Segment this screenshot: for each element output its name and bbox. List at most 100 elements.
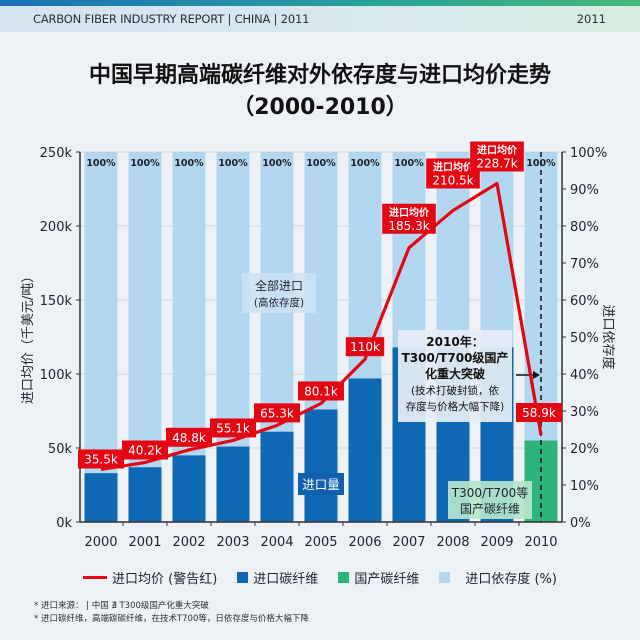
x-tick-label: 2003	[216, 535, 249, 550]
price-label: 55.1k	[216, 421, 250, 435]
dependency-label: 100%	[526, 158, 556, 169]
dependency-label: 100%	[394, 158, 424, 169]
legend-swatch-domestic	[338, 572, 350, 583]
legend-label: 进口均价 (警告红)	[112, 572, 218, 587]
report-header: CARBON FIBER INDUSTRY REPORT | CHINA | 2…	[0, 6, 640, 32]
right-tick-label: 0%	[570, 516, 591, 531]
breakthrough-text: T300/T700级国产	[402, 350, 509, 365]
domestic-label: T300/T700等	[451, 486, 529, 500]
price-label-box	[122, 440, 168, 460]
price-label: 48.8k	[172, 431, 206, 445]
import-volume-box	[298, 473, 344, 495]
right-tick-label: 30%	[570, 405, 599, 420]
price-label-box	[470, 141, 524, 172]
right-tick-label: 100%	[570, 146, 607, 161]
right-axis-title: 进口依存度	[600, 304, 616, 369]
dependency-label: 100%	[262, 158, 292, 169]
footnotes: * 进口来源： | 中国 ∄ T300级国产化重大突破 * 进口碳纤维，高端碳碳…	[34, 600, 309, 626]
left-tick-label: 200k	[40, 220, 73, 235]
report-year: 2011	[576, 12, 606, 26]
arrow-head-icon	[533, 371, 540, 379]
legend-label: 国产碳纤维	[354, 572, 420, 587]
price-label-box	[78, 449, 124, 469]
price-label: 40.2k	[128, 444, 162, 458]
x-tick-label: 2002	[172, 535, 205, 550]
legend-item-price: 进口均价 (警告红)	[83, 568, 217, 587]
report-label: CARBON FIBER INDUSTRY REPORT | CHINA | 2…	[33, 12, 310, 26]
price-label: 185.3k	[388, 219, 429, 233]
imported-bar	[128, 467, 162, 522]
right-tick-label: 60%	[570, 294, 599, 309]
legend-item-dependency: 进口依存度 (%)	[439, 568, 557, 587]
breakthrough-text: 2010年：	[426, 334, 483, 349]
price-label-prefix: 进口均价	[433, 160, 474, 173]
all-import-box	[242, 273, 316, 313]
legend: 进口均价 (警告红) 进口碳纤维 国产碳纤维 进口依存度 (%)	[0, 568, 640, 587]
chart-title-line1: 中国早期高端碳纤维对外依存度与进口均价走势	[88, 63, 551, 88]
left-axis-title: 进口均价（千美元/吨）	[21, 270, 36, 404]
x-tick-label: 2004	[260, 535, 293, 550]
right-tick-label: 70%	[570, 257, 599, 272]
breakthrough-box	[398, 330, 512, 422]
breakthrough-text: (技术打破封锁，依	[411, 384, 500, 397]
imported-bar	[304, 409, 338, 522]
legend-swatch-imported	[237, 572, 249, 583]
left-tick-label: 0k	[56, 516, 72, 531]
x-tick-label: 2010	[524, 535, 557, 550]
left-tick-label: 250k	[40, 146, 73, 161]
price-label-box	[254, 403, 300, 423]
legend-label: 进口碳纤维	[253, 572, 319, 587]
imported-bar	[84, 473, 118, 522]
x-tick-label: 2005	[304, 535, 337, 550]
footnote-2: * 进口碳纤维，高端碳碳纤维，在技术T700等，日依存度与价格大幅下降	[34, 614, 309, 624]
left-tick-label: 50k	[48, 442, 73, 457]
chart-title-line2: （2000-2010）	[232, 95, 408, 120]
x-tick-label: 2007	[392, 535, 425, 550]
domestic-sublabel: 国产碳纤维	[460, 502, 520, 516]
right-tick-label: 10%	[570, 479, 599, 494]
price-label-box	[345, 337, 385, 357]
right-tick-label: 90%	[570, 183, 599, 198]
dependency-label: 100%	[306, 158, 336, 169]
dependency-label: 100%	[350, 158, 380, 169]
legend-item-domestic: 国产碳纤维	[338, 568, 419, 587]
price-label-box	[382, 203, 436, 234]
legend-item-imported: 进口碳纤维	[237, 568, 318, 587]
price-label: 80.1k	[304, 384, 338, 398]
price-label-box	[166, 427, 212, 447]
price-label: 228.7k	[476, 157, 517, 171]
price-label-box	[516, 403, 562, 422]
price-label-box	[298, 381, 344, 401]
left-tick-label: 100k	[40, 368, 73, 383]
price-label: 35.5k	[84, 452, 118, 466]
price-label-box	[210, 418, 256, 438]
legend-swatch-dependency	[439, 572, 451, 583]
price-label: 58.9k	[522, 406, 556, 420]
x-tick-label: 2001	[128, 535, 161, 550]
footnote-1: * 进口来源： | 中国 ∄ T300级国产化重大突破	[34, 601, 209, 611]
domestic-box	[448, 481, 532, 519]
dependency-label: 100%	[130, 158, 160, 169]
right-tick-label: 80%	[570, 220, 599, 235]
dependency-bar	[128, 152, 162, 522]
price-label: 210.5k	[432, 173, 473, 187]
top-accent-stripe	[0, 0, 640, 6]
left-tick-label: 150k	[40, 294, 73, 309]
right-tick-label: 50%	[570, 331, 599, 346]
imported-bar	[348, 378, 382, 522]
import-volume-label: 进口量	[302, 477, 340, 492]
right-tick-label: 40%	[570, 368, 599, 383]
breakthrough-text: 存度与价格大幅下降)	[406, 400, 505, 413]
all-import-label: 全部进口	[255, 278, 303, 293]
imported-bar	[260, 431, 294, 522]
x-tick-label: 2009	[480, 535, 513, 550]
dependency-label: 100%	[218, 158, 248, 169]
imported-bar	[216, 446, 250, 522]
right-tick-label: 20%	[570, 442, 599, 457]
imported-bar	[172, 455, 206, 522]
breakthrough-text: 化重大突破	[425, 366, 485, 381]
x-tick-label: 2008	[436, 535, 469, 550]
price-label: 65.3k	[260, 406, 294, 420]
legend-line-swatch	[83, 576, 108, 579]
